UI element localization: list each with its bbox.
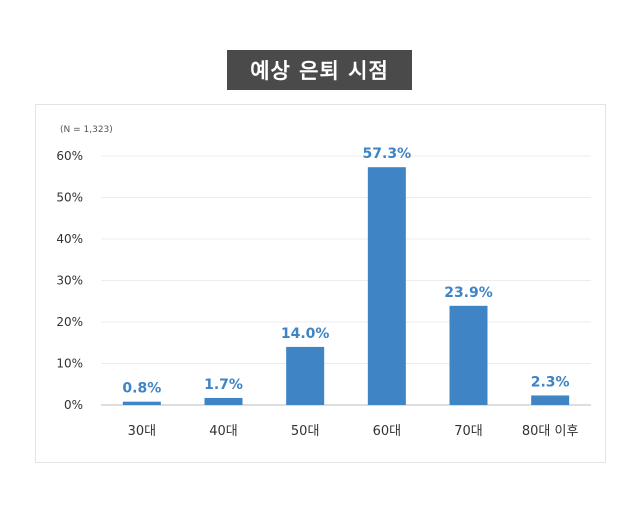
x-tick-label: 70대: [454, 424, 483, 439]
chart-title: 예상 은퇴 시점: [227, 50, 412, 90]
bar-chart: (N = 1,323) 0% 10% 20% 30% 40% 50% 60% 0.8% 1.7…: [56, 125, 591, 439]
bar: [531, 395, 570, 405]
sample-size-note: (N = 1,323): [60, 125, 113, 135]
data-label: 2.3%: [531, 374, 570, 390]
y-tick-label: 20%: [56, 315, 83, 329]
bar: [367, 167, 406, 405]
data-label: 23.9%: [444, 285, 493, 301]
y-tick-label: 50%: [56, 191, 83, 205]
data-label: 0.8%: [122, 381, 161, 397]
y-tick-label: 0%: [64, 398, 83, 412]
x-tick-label: 50대: [291, 424, 320, 439]
y-tick-label: 10%: [56, 357, 83, 371]
bar: [122, 401, 161, 405]
y-tick-label: 40%: [56, 232, 83, 246]
grid-lines: [101, 155, 591, 406]
x-tick-label: 80대 이후: [522, 424, 579, 439]
x-tick-label: 40대: [209, 424, 238, 439]
x-tick-label: 30대: [128, 424, 157, 439]
bar: [449, 305, 488, 405]
y-axis-ticks: 0% 10% 20% 30% 40% 50% 60%: [56, 149, 83, 412]
x-axis-ticks: 30대 40대 50대 60대 70대 80대 이후: [128, 424, 579, 439]
y-tick-label: 60%: [56, 149, 83, 163]
bar: [204, 397, 243, 405]
y-tick-label: 30%: [56, 274, 83, 288]
data-label: 1.7%: [204, 377, 243, 393]
data-label: 14.0%: [281, 326, 330, 342]
bars: [122, 167, 570, 405]
data-labels: 0.8% 1.7% 14.0% 57.3% 23.9% 2.3%: [122, 146, 569, 396]
bar: [286, 346, 325, 405]
chart-panel: (N = 1,323) 0% 10% 20% 30% 40% 50% 60% 0.8% 1.7…: [35, 104, 606, 463]
data-label: 57.3%: [363, 146, 412, 162]
x-tick-label: 60대: [373, 424, 402, 439]
